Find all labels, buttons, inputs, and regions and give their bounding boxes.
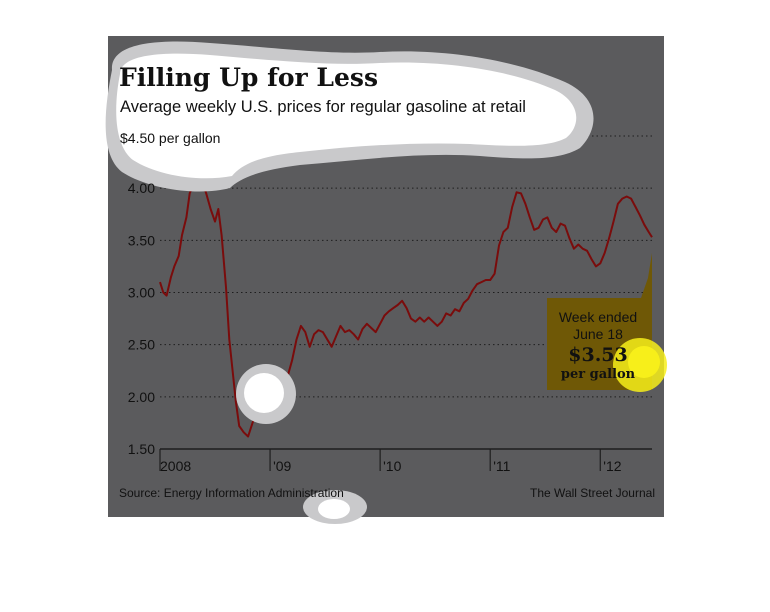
- title-blob: [116, 53, 577, 179]
- y-axis: 4.00 3.50 3.00 2.50 2.00 1.50: [128, 180, 155, 457]
- y-axis-unit-label: $4.50 per gallon: [120, 130, 220, 146]
- y-tick-label: 4.00: [128, 180, 155, 196]
- highlight-spot-core: [628, 346, 660, 378]
- x-tick-label: '09: [273, 458, 291, 474]
- annotation-blobs: [105, 41, 594, 524]
- chart-subtitle: Average weekly U.S. prices for regular g…: [120, 98, 526, 116]
- y-tick-label: 1.50: [128, 441, 155, 457]
- latest-value-callout: Week ended June 18 $3.53 per gallon: [547, 253, 667, 392]
- callout-line2: June 18: [573, 326, 623, 342]
- y-tick-label: 3.00: [128, 285, 155, 301]
- callout-value: $3.53: [568, 344, 628, 366]
- price-line: [159, 176, 653, 438]
- chart-title: Filling Up for Less: [119, 63, 378, 92]
- source-note: Source: Energy Information Administratio…: [119, 486, 344, 500]
- marker-ring: [244, 373, 284, 413]
- x-axis: 2008 '09 '10 '11 '12: [159, 449, 622, 474]
- callout-line1: Week ended: [559, 309, 637, 325]
- y-tick-label: 3.50: [128, 232, 155, 248]
- callout-unit: per gallon: [561, 367, 636, 382]
- x-tick-label: '11: [493, 458, 510, 474]
- y-tick-label: 2.00: [128, 389, 155, 405]
- x-tick-label: '10: [383, 458, 401, 474]
- series-layer: [159, 176, 653, 438]
- x-tick-label: '12: [603, 458, 621, 474]
- y-tick-label: 2.50: [128, 337, 155, 353]
- bottom-blob: [318, 499, 350, 519]
- x-tick-label: 2008: [160, 458, 191, 474]
- publisher-credit: The Wall Street Journal: [530, 486, 655, 500]
